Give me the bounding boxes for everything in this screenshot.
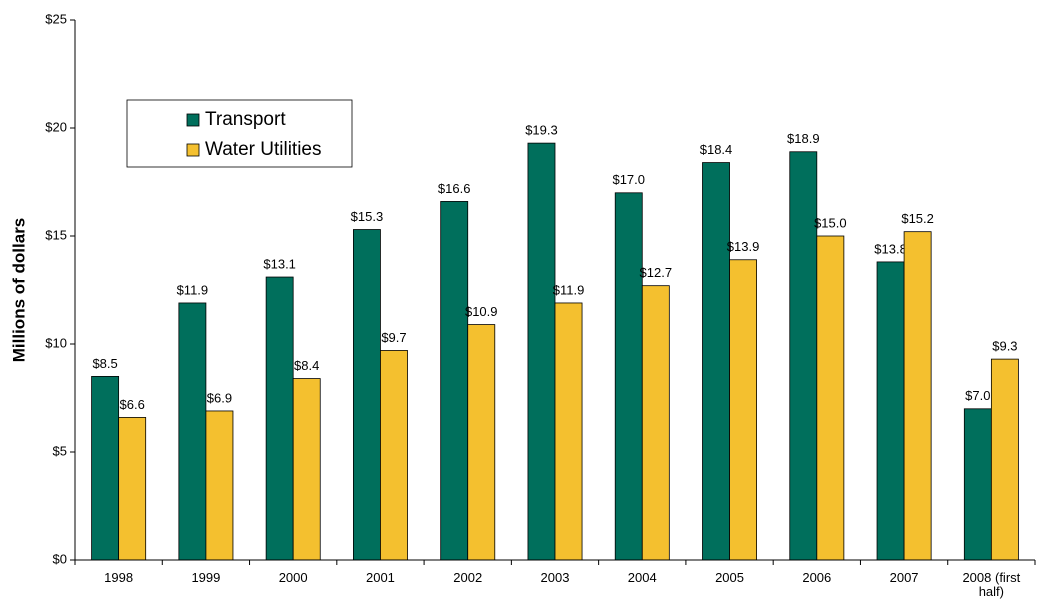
value-label: $19.3: [525, 123, 558, 138]
y-tick-label: $20: [45, 119, 67, 134]
value-label: $8.4: [294, 358, 319, 373]
value-label: $18.4: [700, 142, 733, 157]
legend-label: Transport: [205, 109, 286, 130]
y-tick-label: $15: [45, 227, 67, 242]
bar: [205, 410, 234, 561]
bar: [178, 302, 207, 561]
y-axis-label: Millions of dollars: [9, 218, 28, 363]
bar: [440, 201, 469, 561]
legend-swatch: [186, 113, 200, 127]
legend-label: Water Utilities: [205, 139, 321, 160]
value-label: $6.9: [207, 390, 232, 405]
bar: [380, 350, 408, 561]
value-label: $6.6: [120, 397, 145, 412]
bar: [554, 302, 583, 561]
value-label: $17.0: [612, 172, 645, 187]
value-label: $7.0: [965, 388, 990, 403]
value-label: $9.7: [381, 330, 406, 345]
x-tick-label: 2008 (first half): [962, 570, 1021, 599]
value-label: $13.9: [727, 239, 760, 254]
x-tick-label: 1998: [104, 570, 134, 585]
x-tick-label: 1999: [191, 570, 221, 585]
bar: [702, 162, 730, 561]
x-tick-label: 2000: [278, 570, 308, 585]
bar: [903, 231, 932, 561]
x-tick-label: 2001: [365, 570, 395, 585]
bar: [265, 276, 294, 561]
x-tick-label: 2002: [453, 570, 483, 585]
value-label: $15.0: [814, 215, 847, 230]
bar: [614, 192, 643, 561]
y-tick-label: $25: [45, 11, 67, 26]
y-tick-label: $0: [53, 551, 67, 566]
bar: [963, 408, 992, 561]
x-tick-label: 2003: [540, 570, 570, 585]
y-tick-label: $10: [45, 335, 67, 350]
bar: [641, 285, 670, 561]
bar: [467, 324, 496, 561]
bar: [729, 259, 758, 561]
value-label: $18.9: [787, 131, 820, 146]
x-tick-label: 2006: [802, 570, 832, 585]
value-label: $13.1: [263, 256, 296, 271]
bar: [876, 261, 905, 561]
bar: [118, 417, 147, 561]
bar: [816, 235, 845, 561]
x-tick-label: 2007: [889, 570, 919, 585]
y-tick-label: $5: [53, 443, 67, 458]
bar: [91, 375, 120, 561]
value-label: $8.5: [92, 356, 117, 371]
legend-box: [126, 99, 353, 168]
value-label: $11.9: [553, 282, 585, 297]
x-tick-label: 2004: [627, 570, 657, 585]
value-label: $10.9: [465, 304, 498, 319]
bar: [527, 142, 556, 561]
value-label: $9.3: [992, 339, 1017, 354]
value-label: $12.7: [640, 265, 673, 280]
bar: [352, 229, 381, 561]
x-tick-label: 2005: [715, 570, 744, 585]
legend-swatch: [186, 143, 200, 157]
value-label: $13.8: [874, 241, 907, 256]
value-label: $15.3: [351, 209, 384, 224]
value-label: $16.6: [438, 181, 471, 196]
value-label: $11.9: [177, 282, 209, 297]
bar: [292, 378, 321, 561]
bar: [789, 151, 818, 561]
value-label: $15.2: [901, 211, 934, 226]
bar: [990, 358, 1019, 561]
